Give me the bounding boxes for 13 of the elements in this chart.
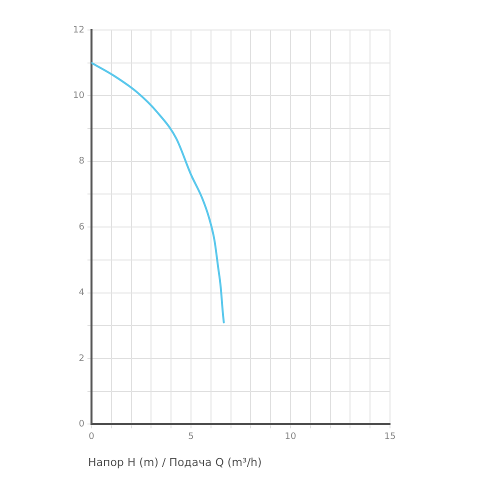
line-series	[91, 62, 225, 324]
y-tick-label: 2	[78, 354, 84, 364]
x-axis-title: Напор H (m) / Подача Q (m³/h)	[88, 456, 262, 469]
x-tick-label: 15	[384, 432, 396, 442]
y-tick-label: 10	[73, 91, 85, 102]
y-tick-label: 4	[78, 288, 85, 298]
x-tick-label: 5	[188, 432, 194, 442]
x-tick-label: 10	[284, 432, 296, 442]
x-tick-label: 0	[88, 432, 95, 442]
y-tick-label: 8	[78, 156, 85, 167]
y-tick-label: 0	[78, 420, 85, 430]
y-tick-label: 12	[73, 25, 84, 36]
y-tick-label: 6	[78, 222, 85, 232]
